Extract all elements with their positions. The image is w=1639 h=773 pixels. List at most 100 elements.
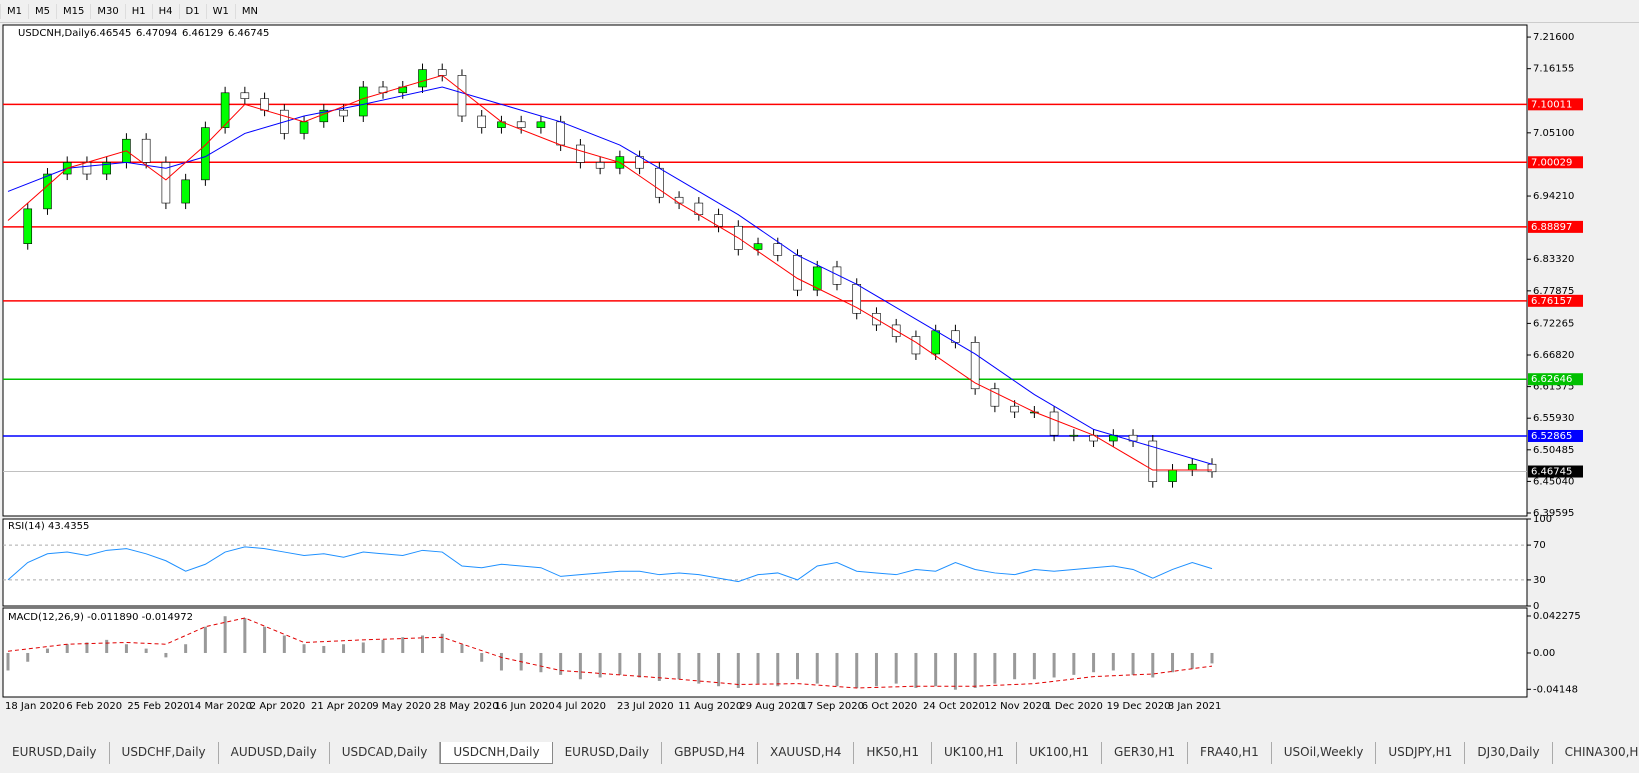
panel: [2, 518, 1528, 607]
chart-tab[interactable]: USDCNH,Daily: [440, 742, 553, 764]
candle: [23, 208, 33, 244]
chart-tab[interactable]: EURUSD,Daily: [0, 742, 110, 764]
candle: [82, 162, 92, 175]
candle: [358, 86, 368, 117]
chart-tab[interactable]: GBPUSD,H4: [662, 742, 758, 764]
x-tick-label: 6 Feb 2020: [66, 701, 122, 712]
ohlc-value: 6.47094: [136, 28, 177, 39]
candle: [911, 336, 921, 355]
candle: [260, 98, 269, 111]
macd-signal: [7, 617, 1213, 689]
timeframe-button[interactable]: W1: [205, 3, 235, 19]
timeframe-button[interactable]: D1: [178, 3, 206, 19]
chart-tab[interactable]: FRA40,H1: [1188, 742, 1272, 764]
timeframe-button[interactable]: MN: [234, 3, 264, 19]
candle: [1010, 405, 1019, 413]
level-label: 6.62646: [1531, 374, 1572, 385]
y-tick-label: 6.94210: [1533, 191, 1574, 202]
chart-tab[interactable]: UK100,H1: [1017, 742, 1103, 764]
timeframe-button[interactable]: M5: [28, 3, 56, 19]
level-label: 6.46745: [1531, 467, 1572, 478]
chart-tab[interactable]: HK50,H1: [854, 742, 932, 764]
candle: [437, 69, 447, 76]
candle: [1089, 434, 1098, 442]
y-tick-label: 6.83320: [1533, 254, 1574, 265]
x-tick-label: 11 Aug 2020: [678, 701, 742, 712]
x-tick-label: 8 Jan 2021: [1168, 701, 1222, 712]
tab-bar: EURUSD,Daily USDCHF,Daily AUDUSD,Daily USDC…: [0, 742, 1639, 764]
y-tick-label: 0.042275: [1533, 611, 1581, 622]
chart-tab[interactable]: USDCAD,Daily: [330, 742, 441, 764]
chart-tab[interactable]: CHINA300,H1: [1553, 742, 1639, 764]
y-tick-label: 0: [1533, 601, 1539, 612]
candle: [832, 266, 842, 285]
level-label: 7.10011: [1531, 99, 1572, 110]
timeframe-button[interactable]: H4: [151, 3, 179, 19]
chart-tab[interactable]: UK100,H1: [932, 742, 1017, 764]
candle: [793, 254, 802, 291]
ohlc-value: 6.46545: [90, 28, 131, 39]
candle: [556, 121, 565, 146]
x-tick-label: 1 Dec 2020: [1045, 701, 1103, 712]
candle: [655, 167, 664, 198]
x-tick-label: 12 Nov 2020: [984, 701, 1048, 712]
candle: [753, 243, 763, 250]
y-tick-label: 7.05100: [1533, 128, 1574, 139]
timeframe-button[interactable]: M15: [56, 3, 90, 19]
chart-tab[interactable]: AUDUSD,Daily: [219, 742, 330, 764]
level-tag: [1528, 373, 1583, 386]
x-tick-label: 18 Jan 2020: [5, 701, 65, 712]
x-tick-label: 29 Aug 2020: [739, 701, 803, 712]
level-label: 6.76157: [1531, 296, 1572, 307]
macd-header: MACD(12,26,9) -0.011890 -0.014972: [8, 612, 193, 623]
candle: [1049, 411, 1059, 436]
candle: [990, 388, 1000, 407]
x-tick-label: 2 Apr 2020: [250, 701, 305, 712]
level-tag: [1528, 220, 1583, 233]
candle: [339, 109, 348, 117]
y-tick-label: 6.66820: [1533, 350, 1574, 361]
candle: [1207, 463, 1217, 473]
chart-tab[interactable]: DJ30,Daily: [1465, 742, 1553, 764]
x-tick-label: 24 Oct 2020: [923, 701, 985, 712]
chart-tab[interactable]: USOil,Weekly: [1272, 742, 1377, 764]
candle: [576, 144, 585, 163]
timeframe-button[interactable]: M1: [0, 3, 28, 19]
chart-tab[interactable]: XAUUSD,H4: [758, 742, 855, 764]
x-tick-label: 25 Feb 2020: [127, 701, 189, 712]
x-tick-label: 28 May 2020: [433, 701, 498, 712]
candle: [418, 69, 427, 88]
chart-tab[interactable]: USDCHF,Daily: [110, 742, 219, 764]
y-tick-label: 6.61375: [1533, 382, 1574, 393]
candle: [240, 92, 250, 99]
chart-header: USDCNH,Daily: [18, 28, 90, 39]
y-tick-label: 100: [1533, 514, 1552, 525]
candle: [674, 196, 684, 204]
candle: [1148, 440, 1158, 482]
y-tick-label: 6.55930: [1533, 413, 1574, 424]
candle: [536, 121, 546, 128]
y-tick-label: 0.00: [1533, 648, 1555, 659]
candle: [457, 75, 467, 117]
chart-tab[interactable]: EURUSD,Daily: [553, 742, 663, 764]
level-label: 7.00029: [1531, 157, 1572, 168]
y-tick-label: 6.77875: [1533, 286, 1574, 297]
chart-tab[interactable]: USDJPY,H1: [1376, 742, 1466, 764]
level-tag: [1528, 465, 1583, 478]
timeframe-button[interactable]: M30: [90, 3, 124, 19]
candle: [595, 162, 605, 169]
chart-tab[interactable]: GER30,H1: [1102, 742, 1188, 764]
x-tick-label: 21 Apr 2020: [311, 701, 373, 712]
x-tick-label: 9 May 2020: [372, 701, 431, 712]
ma-line: [7, 74, 1212, 471]
toolbar: M1 M5 M15 M30 H1 H4 D1 W1 MN: [0, 0, 1639, 23]
candle: [43, 173, 52, 210]
y-tick-label: 7.21600: [1533, 32, 1574, 43]
timeframe-button[interactable]: H1: [124, 3, 152, 19]
level-tag: [1528, 156, 1583, 169]
x-tick-label: 23 Jul 2020: [617, 701, 674, 712]
level-tag: [1528, 429, 1583, 442]
candle: [102, 162, 111, 175]
ohlc-value: 6.46745: [228, 28, 269, 39]
